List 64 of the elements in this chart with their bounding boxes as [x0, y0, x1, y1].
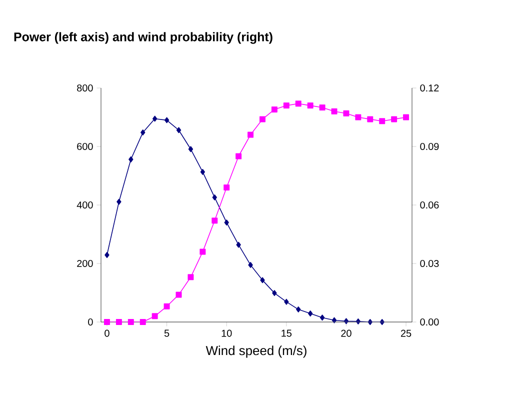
point	[367, 116, 374, 122]
point	[320, 314, 325, 321]
point	[355, 114, 362, 120]
y-tick-label: 0	[88, 318, 93, 326]
point	[248, 262, 253, 268]
y2-tick-label: 0.06	[420, 201, 439, 209]
point	[224, 184, 230, 190]
point	[224, 220, 229, 226]
point	[188, 146, 194, 152]
point	[248, 132, 254, 138]
point	[319, 104, 326, 110]
point	[176, 292, 182, 298]
y-tick-label: 800	[77, 84, 93, 92]
x-tick-label: 15	[282, 330, 292, 337]
point	[164, 117, 170, 124]
y2-tick-label: 0.09	[420, 142, 439, 150]
point	[332, 317, 337, 324]
point	[128, 156, 134, 162]
point	[212, 194, 217, 200]
point	[379, 118, 386, 124]
point	[260, 277, 265, 284]
point	[152, 116, 158, 122]
point	[164, 303, 170, 310]
point	[272, 290, 277, 296]
point	[200, 168, 206, 175]
point	[200, 248, 206, 255]
point	[152, 313, 158, 320]
point	[236, 242, 241, 248]
y2-tick-label: 0.03	[420, 260, 439, 268]
point	[343, 110, 350, 116]
point	[308, 310, 313, 317]
point	[284, 298, 289, 305]
x-tick-label: 25	[400, 330, 412, 337]
point	[271, 106, 278, 112]
x-tick-label: 0	[104, 330, 110, 337]
y2-tick-label: 0.00	[420, 318, 439, 326]
x-tick-label: 5	[164, 330, 170, 337]
point	[307, 102, 314, 109]
point	[128, 319, 134, 325]
x-axis-title: Wind speed (m/s)	[206, 346, 306, 358]
y-tick-label: 200	[77, 260, 93, 268]
point	[212, 218, 218, 224]
point	[296, 306, 301, 312]
point	[188, 274, 194, 280]
point	[331, 108, 338, 114]
point	[140, 129, 146, 136]
y2-tick-label: 0.12	[420, 84, 439, 92]
point	[295, 100, 302, 107]
x-tick-label: 20	[341, 330, 352, 337]
point	[391, 116, 398, 122]
point	[104, 252, 110, 258]
point	[176, 127, 182, 134]
point	[116, 319, 122, 325]
point	[140, 319, 146, 325]
point	[403, 114, 410, 120]
point	[116, 198, 122, 205]
point	[236, 153, 242, 160]
y-tick-label: 600	[77, 142, 93, 150]
chart-title: Power (left axis) and wind probability (right)	[14, 32, 272, 44]
y-tick-label: 400	[76, 201, 93, 209]
point	[260, 116, 266, 122]
x-tick-label: 10	[222, 330, 232, 337]
point	[104, 319, 110, 325]
point	[283, 102, 290, 109]
